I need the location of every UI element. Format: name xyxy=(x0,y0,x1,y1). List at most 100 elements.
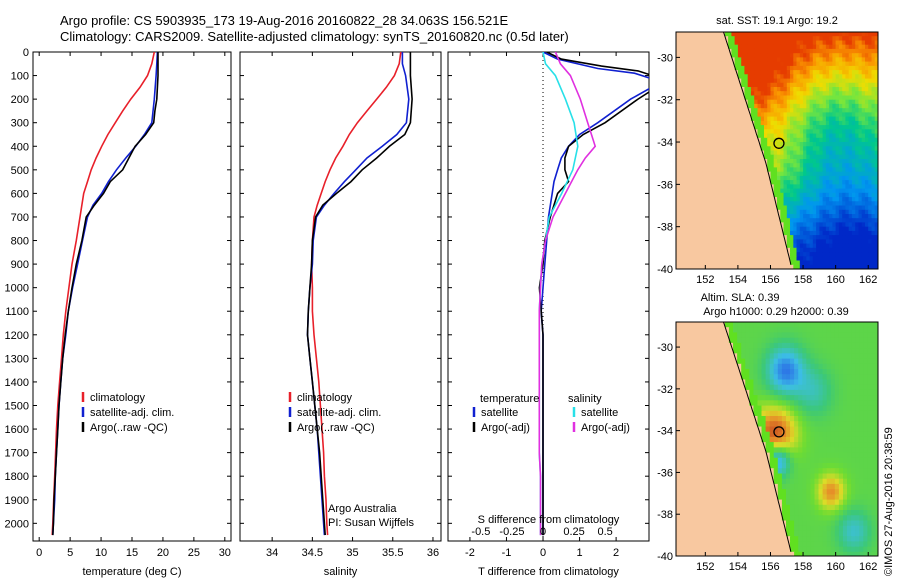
map-cell xyxy=(679,74,684,79)
map-cell xyxy=(786,142,791,147)
map-cell xyxy=(777,137,781,143)
map-cell xyxy=(761,363,767,370)
map-cell xyxy=(845,184,850,190)
map-cell xyxy=(793,260,798,266)
map-cell xyxy=(700,332,705,339)
map-cell xyxy=(770,112,775,118)
map-cell xyxy=(700,353,705,359)
map-cell xyxy=(855,44,859,50)
map-cell xyxy=(794,342,799,349)
map-cell xyxy=(724,436,730,443)
map-cell xyxy=(834,327,840,333)
map-cell xyxy=(781,410,787,417)
map-cell xyxy=(764,146,768,151)
map-cell xyxy=(761,332,767,339)
map-cell xyxy=(728,32,732,37)
map-cell xyxy=(750,36,755,41)
map-cell xyxy=(757,260,762,266)
map-cell xyxy=(770,44,775,50)
map-cell xyxy=(819,91,824,96)
map-cell xyxy=(744,218,749,223)
map-cell xyxy=(682,74,687,79)
map-cell xyxy=(708,358,714,365)
map-cell xyxy=(715,44,719,50)
map-cell xyxy=(780,252,785,257)
map-cell xyxy=(777,44,781,50)
map-cell xyxy=(783,171,788,177)
map-cell xyxy=(715,205,719,211)
map-cell xyxy=(838,129,843,134)
map-cell xyxy=(708,218,713,223)
map-cell xyxy=(685,65,690,71)
map-cell xyxy=(790,180,794,185)
map-cell xyxy=(875,395,878,401)
map-cell xyxy=(741,222,745,228)
map-cell xyxy=(704,363,710,370)
map-cell xyxy=(838,363,844,370)
coastline xyxy=(723,32,792,265)
map-cell xyxy=(851,353,856,359)
map-cell xyxy=(843,389,848,396)
map-cell xyxy=(830,327,836,333)
map-cell xyxy=(825,175,830,181)
map-cell xyxy=(692,332,697,339)
map-cell xyxy=(757,384,763,391)
map-cell xyxy=(773,171,778,177)
map-cell xyxy=(728,209,732,215)
map-cell xyxy=(695,214,700,219)
map-cell xyxy=(684,410,689,417)
map-cell xyxy=(859,431,864,438)
map-cell xyxy=(812,32,817,37)
map-cell xyxy=(702,209,706,215)
map-cell xyxy=(834,410,840,417)
map-cell xyxy=(684,389,689,396)
map-cell xyxy=(679,159,684,164)
map-cell xyxy=(818,389,824,396)
map-cell xyxy=(829,108,833,113)
map-cell xyxy=(767,82,771,88)
map-cell xyxy=(715,269,719,274)
map-cell xyxy=(700,322,705,328)
map-cell xyxy=(798,374,803,380)
map-cell xyxy=(679,197,684,202)
map-cell xyxy=(760,112,765,118)
map-cell xyxy=(734,120,739,126)
map-cell xyxy=(802,337,807,344)
map-cell xyxy=(757,457,763,464)
map-cell xyxy=(812,247,817,253)
map-cell xyxy=(718,264,723,269)
map-cell xyxy=(708,348,714,354)
map-cell xyxy=(770,150,775,156)
map-cell xyxy=(680,395,685,401)
map-cell xyxy=(708,167,713,173)
map-cell xyxy=(753,400,758,406)
map-cell xyxy=(814,358,820,365)
map-cell xyxy=(796,264,801,269)
map-cell xyxy=(702,44,706,50)
map-cell xyxy=(780,70,785,75)
map-cell xyxy=(679,53,684,58)
map-cell xyxy=(830,436,836,443)
map-cell xyxy=(780,159,785,164)
map-cell xyxy=(842,32,846,37)
map-cell xyxy=(745,447,750,454)
map-cell xyxy=(780,188,785,194)
map-cell xyxy=(696,389,701,396)
map-cell xyxy=(855,78,859,84)
map-cell xyxy=(793,252,798,257)
map-cell xyxy=(851,146,856,151)
map-cell xyxy=(809,146,814,151)
map-cell xyxy=(803,252,807,257)
map-cell xyxy=(764,247,768,253)
map-cell xyxy=(796,142,801,147)
map-cell xyxy=(826,436,832,443)
map-cell xyxy=(867,436,872,443)
map-cell xyxy=(835,82,840,88)
map-cell xyxy=(859,337,864,344)
map-cell xyxy=(845,230,850,236)
map-cell xyxy=(676,363,681,370)
map-cell xyxy=(734,180,739,185)
map-cell xyxy=(750,65,755,71)
map-cell xyxy=(734,201,739,206)
map-cell xyxy=(708,103,713,109)
